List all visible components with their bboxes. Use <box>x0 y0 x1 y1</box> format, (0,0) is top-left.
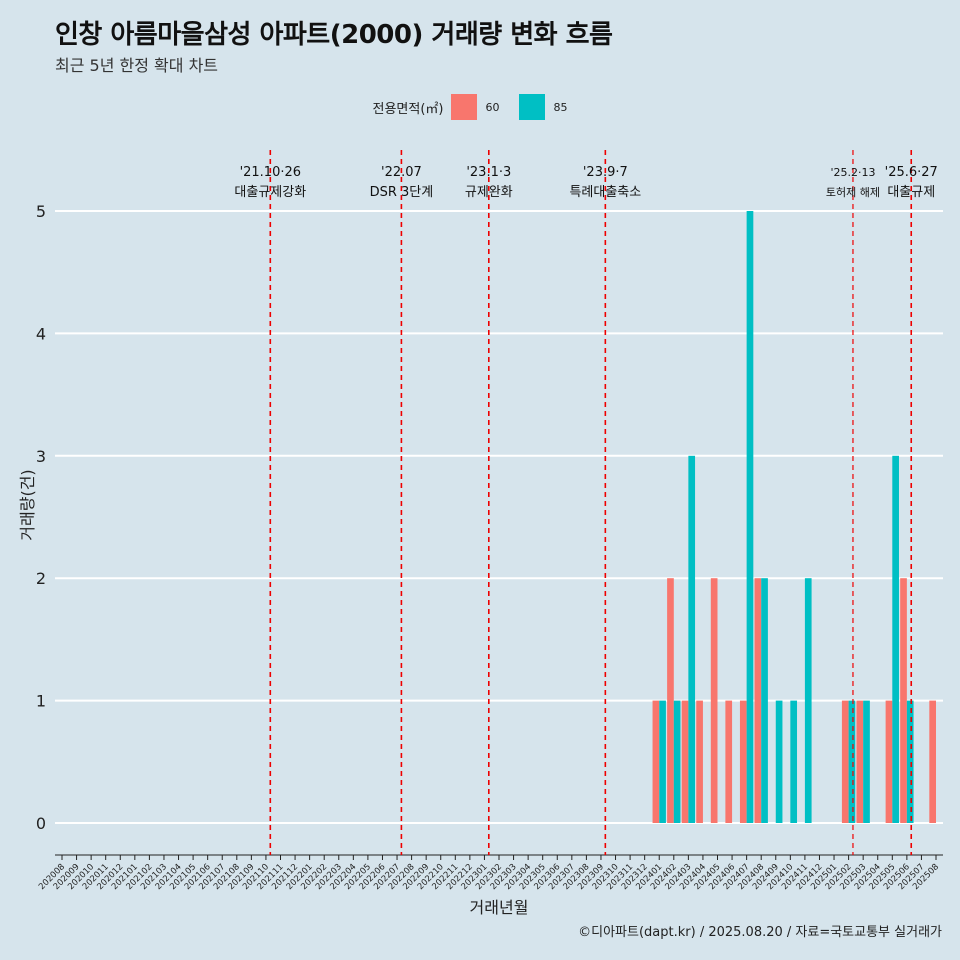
legend: 전용면적(㎡) 60 85 <box>0 92 960 122</box>
bar-85-202505 <box>892 455 899 823</box>
bar-60-202407 <box>739 700 747 823</box>
bar-85-202401 <box>659 700 666 823</box>
bar-60-202404 <box>696 700 703 823</box>
event-date: '25.6·27 <box>885 165 938 180</box>
legend-swatch-85 <box>519 94 546 120</box>
event-date: '23.9·7 <box>583 165 628 180</box>
bar-85-202410 <box>790 700 798 823</box>
bar-60-202403 <box>681 700 689 823</box>
bar-60-202405 <box>710 578 718 823</box>
bar-85-202502 <box>848 700 856 823</box>
legend-title: 전용면적(㎡) <box>372 101 444 117</box>
event-label: 규제완화 <box>465 185 513 200</box>
bar-85-202503 <box>863 700 870 823</box>
legend-label-85: 85 <box>553 100 568 114</box>
y-tick-label: 0 <box>36 814 46 833</box>
event-label: 토허제 해제 <box>826 185 880 199</box>
legend-label-60: 60 <box>485 100 500 114</box>
bar-60-202506 <box>900 578 907 823</box>
y-axis-title: 거래량(건) <box>18 469 37 540</box>
bar-60-202406 <box>725 700 733 823</box>
legend-swatch-60 <box>451 94 478 120</box>
bar-60-202508 <box>929 700 936 823</box>
event-label: DSR 3단계 <box>370 185 434 200</box>
bar-60-202505 <box>885 700 893 823</box>
bar-85-202408 <box>761 578 768 823</box>
y-tick-label: 5 <box>36 202 46 221</box>
chart-subtitle: 최근 5년 한정 확대 차트 <box>55 56 219 75</box>
y-tick-label: 4 <box>36 324 46 343</box>
source-caption: ©디아파트(dapt.kr) / 2025.08.20 / 자료=국토교통부 실… <box>578 925 942 940</box>
bar-60-202402 <box>667 578 674 823</box>
bar-60-202408 <box>754 578 762 823</box>
bar-85-202402 <box>673 700 681 823</box>
event-label: 대출규제 <box>887 185 935 200</box>
bar-60-202502 <box>841 700 849 823</box>
bar-85-202403 <box>688 455 696 823</box>
x-axis-title: 거래년월 <box>470 898 529 917</box>
event-date: '21.10·26 <box>240 165 301 180</box>
bar-60-202503 <box>856 700 864 823</box>
bar-85-202411 <box>804 578 812 823</box>
event-date: '23.1·3 <box>466 165 511 180</box>
event-date: '22.07 <box>381 165 422 180</box>
event-date: '25.2·13 <box>830 166 875 179</box>
y-tick-label: 2 <box>36 569 46 588</box>
y-tick-label: 3 <box>36 447 46 466</box>
y-tick-label: 1 <box>36 692 46 711</box>
bar-85-202506 <box>906 700 914 823</box>
bar-85-202409 <box>775 700 783 823</box>
bar-60-202401 <box>652 700 660 823</box>
bar-85-202407 <box>746 211 754 823</box>
chart-title: 인창 아름마을삼성 아파트(2000) 거래량 변화 흐름 <box>55 20 613 50</box>
event-label: 특례대출축소 <box>569 185 641 200</box>
event-label: 대출규제강화 <box>234 185 306 200</box>
